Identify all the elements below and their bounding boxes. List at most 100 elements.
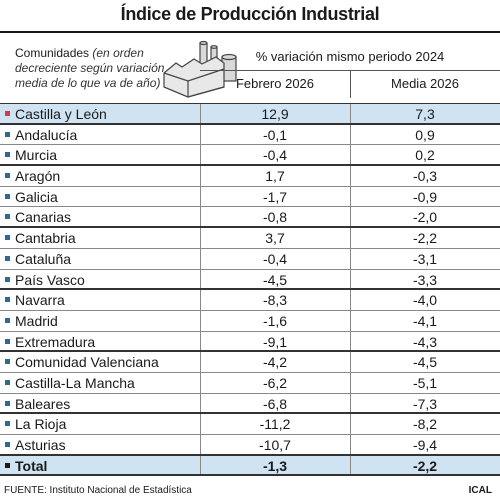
region-name: Cataluña [15, 250, 72, 267]
column-divider [200, 104, 201, 123]
region-name: Baleares [15, 395, 71, 412]
column-divider [200, 372, 201, 393]
bullet-marker [5, 462, 10, 468]
header-column-divider [350, 71, 351, 98]
bullet-marker [5, 173, 10, 179]
february-value: -0,4 [262, 147, 288, 164]
column-divider [350, 455, 351, 475]
column-divider [200, 455, 201, 475]
table-row: Comunidad Valenciana -4,2 -4,5 [0, 352, 500, 373]
average-value: -4,1 [412, 312, 438, 329]
table-row: La Rioja -11,2 -8,2 [0, 414, 500, 435]
column-divider [350, 310, 351, 331]
bullet-marker [5, 400, 10, 406]
bullet-marker [5, 131, 10, 137]
bullet-marker [5, 379, 10, 385]
column-divider [350, 207, 351, 227]
february-value: -0,4 [262, 250, 288, 267]
region-name: Total [15, 457, 48, 474]
february-value: 3,7 [265, 230, 285, 247]
table-row: Cataluña -0,4 -3,1 [0, 248, 500, 270]
column-divider [350, 248, 351, 269]
bullet-marker [5, 152, 10, 158]
table-row: Galicia -1,7 -0,9 [0, 186, 500, 208]
table-row: Baleares -6,8 -7,3 [0, 393, 500, 415]
communities-label: Comunidades [15, 46, 90, 60]
table-row: Asturias -10,7 -9,4 [0, 435, 500, 456]
february-value: -0,8 [262, 209, 288, 226]
february-value: -10,7 [259, 437, 291, 453]
average-value: -3,1 [412, 250, 438, 267]
column-divider [350, 435, 351, 454]
region-name: Canarias [15, 209, 72, 226]
average-value: -9,4 [412, 437, 438, 453]
average-value: -8,2 [412, 416, 438, 433]
column-divider [350, 393, 351, 413]
bullet-marker [5, 255, 10, 261]
column-divider [200, 166, 201, 186]
column-divider [200, 186, 201, 207]
region-name: Asturias [15, 437, 66, 453]
column-divider [350, 104, 351, 123]
average-value: -4,0 [412, 292, 438, 309]
bullet-marker [5, 338, 10, 344]
february-value: -4,2 [262, 354, 288, 371]
bullet-marker [5, 421, 10, 427]
region-name: Cantabria [15, 230, 76, 247]
column-divider [350, 290, 351, 310]
region-name: La Rioja [15, 416, 67, 433]
data-table: Castilla y León 12,9 7,3 Andalucía -0,1 0,9 Mu… [0, 104, 500, 477]
region-name: Madrid [15, 312, 58, 329]
column-header-average: Media 2026 [391, 76, 459, 91]
column-divider [200, 248, 201, 269]
communities-note: (en orden decreciente según variación me… [15, 46, 165, 90]
column-divider [350, 186, 351, 207]
bullet-marker [5, 214, 10, 220]
column-divider [200, 310, 201, 331]
region-name: Galicia [15, 188, 58, 205]
table-row: Canarias -0,8 -2,0 [0, 207, 500, 229]
table-row: Extremadura -9,1 -4,3 [0, 331, 500, 353]
average-value: -7,3 [412, 395, 438, 412]
region-name: Murcia [15, 147, 58, 164]
region-name: Comunidad Valenciana [15, 354, 159, 371]
february-value: 1,7 [265, 168, 285, 185]
average-value: -2,2 [412, 230, 438, 247]
column-divider [200, 393, 201, 413]
bullet-marker [5, 235, 10, 241]
column-divider [200, 228, 201, 248]
february-value: -8,3 [262, 292, 288, 309]
region-name: Castilla y León [15, 106, 107, 122]
region-name: Aragón [15, 168, 61, 185]
average-value: -5,1 [412, 374, 438, 391]
average-value: -3,3 [412, 271, 438, 288]
column-divider [350, 124, 351, 145]
bullet-marker [5, 193, 10, 199]
february-value: -1,6 [262, 312, 288, 329]
average-value: 0,2 [415, 147, 435, 164]
february-value: -1,3 [262, 457, 288, 474]
column-divider [350, 331, 351, 351]
source-note: FUENTE: Instituto Nacional de Estadístic… [4, 485, 192, 496]
average-value: -0,9 [412, 188, 438, 205]
region-name: Castilla-La Mancha [15, 374, 135, 391]
february-value: -0,1 [262, 126, 288, 143]
average-value: 7,3 [415, 106, 435, 122]
column-divider [350, 352, 351, 372]
column-divider [200, 269, 201, 289]
table-row: País Vasco -4,5 -3,3 [0, 269, 500, 291]
bullet-marker [5, 111, 10, 116]
bullet-marker [5, 317, 10, 323]
region-name: Andalucía [15, 126, 78, 143]
february-value: -11,2 [259, 416, 291, 433]
bullet-marker [5, 297, 10, 303]
factory-icon [163, 40, 237, 98]
header-divider [200, 70, 500, 71]
column-divider [350, 372, 351, 393]
column-divider [350, 269, 351, 289]
region-name: País Vasco [15, 271, 85, 288]
column-divider [200, 331, 201, 351]
table-row: Castilla-La Mancha -6,2 -5,1 [0, 372, 500, 394]
average-value: -0,3 [412, 168, 438, 185]
table-row: Murcia -0,4 0,2 [0, 145, 500, 167]
